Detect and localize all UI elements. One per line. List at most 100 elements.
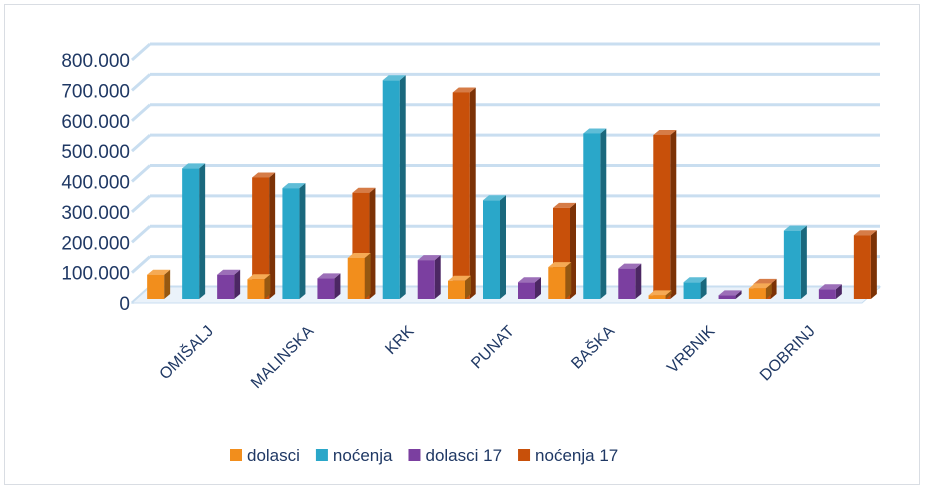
bar-top <box>818 284 842 290</box>
bar-front <box>382 80 400 299</box>
bar <box>452 87 476 299</box>
gridline-side <box>131 255 151 274</box>
bar-top <box>748 283 772 289</box>
legend-swatch <box>315 449 328 461</box>
bar-side <box>765 283 772 299</box>
bar-front <box>583 133 601 299</box>
bar-side <box>364 252 371 299</box>
bar-front <box>818 289 836 299</box>
bar-top <box>618 263 642 269</box>
bar-top <box>317 273 341 279</box>
legend-swatch <box>230 449 242 461</box>
bar-front <box>317 278 335 299</box>
bar-side <box>735 290 742 299</box>
y-tick-label: 100.000 <box>61 264 130 285</box>
bar-side <box>670 129 677 299</box>
bar-top <box>252 172 276 178</box>
bar-side <box>665 290 672 299</box>
bar <box>583 128 607 299</box>
bar-side <box>870 230 877 299</box>
bar-top <box>718 290 742 296</box>
bar-front <box>247 279 265 299</box>
legend: dolasci noćenja dolasci 17 noćenja 17 <box>230 446 618 465</box>
bar-top <box>182 163 206 169</box>
y-tick-label: 0 <box>119 294 130 315</box>
bar-front <box>683 282 701 299</box>
bar-top <box>352 187 376 193</box>
bar-top <box>247 274 271 280</box>
y-tick-label: 200.000 <box>61 233 130 254</box>
bar <box>252 172 276 299</box>
bar-front <box>252 177 270 299</box>
bar-side <box>565 262 572 299</box>
bar-side <box>469 87 476 299</box>
bar <box>182 163 206 299</box>
bar-front <box>448 280 465 299</box>
bar-front <box>648 295 666 299</box>
bar-side <box>199 163 206 299</box>
bar-top <box>282 183 306 189</box>
bar <box>683 277 707 299</box>
bar-front <box>653 134 671 299</box>
bar <box>548 262 572 299</box>
bar-top <box>683 277 707 283</box>
bar-side <box>264 274 271 299</box>
legend-label: noćenja <box>333 446 393 465</box>
bar <box>718 290 742 299</box>
bar-front <box>748 288 766 299</box>
legend-label: noćenja 17 <box>535 446 618 465</box>
bar-front <box>783 230 801 299</box>
bar-side <box>500 195 506 299</box>
bar-side <box>835 284 842 299</box>
bar-top <box>448 275 471 281</box>
bar <box>217 269 241 299</box>
bar-top <box>217 269 241 275</box>
bar-front <box>347 257 365 299</box>
bar-front <box>718 295 736 299</box>
bar-side <box>770 278 777 299</box>
bar-side <box>570 202 576 299</box>
x-tick-label: VRBNIK <box>664 323 718 377</box>
legend-label: dolasci <box>247 446 300 465</box>
bar-top <box>417 255 441 261</box>
bar-side <box>800 225 807 299</box>
gridline-side <box>131 134 151 153</box>
bar-side <box>234 269 241 299</box>
bar <box>518 277 541 299</box>
x-axis-ticks: OMIŠALJ MALINSKA KRK PUNAT BAŠKA VRBNIK DOBRIN… <box>155 321 819 392</box>
bar-top <box>648 290 672 296</box>
y-tick-label: 300.000 <box>61 203 130 224</box>
bar-top <box>147 269 171 275</box>
bar-side <box>399 75 406 299</box>
bar-side <box>600 128 607 299</box>
gridline-side <box>131 73 151 92</box>
bar <box>317 273 341 299</box>
bars <box>147 75 877 299</box>
gridline-side <box>131 225 151 244</box>
bar-side <box>635 263 642 299</box>
bar-front <box>452 92 470 299</box>
bar-front <box>483 200 500 299</box>
bar <box>818 284 842 299</box>
bar-side <box>269 172 276 299</box>
bar-top <box>653 129 677 135</box>
bar-side <box>164 269 171 299</box>
x-tick-label: KRK <box>382 323 418 359</box>
gridline-side <box>131 103 151 122</box>
bar <box>748 283 772 299</box>
gridline-side <box>131 194 151 213</box>
bar-top <box>753 278 777 284</box>
y-tick-label: 600.000 <box>61 112 130 133</box>
bar-side <box>369 187 376 299</box>
bar <box>347 252 371 299</box>
y-tick-label: 400.000 <box>61 173 130 194</box>
bar-side <box>299 183 306 299</box>
bar <box>382 75 406 299</box>
bar-front <box>853 235 871 299</box>
bar-side <box>334 273 341 299</box>
bar-front <box>518 282 535 299</box>
bar-top <box>548 262 572 268</box>
y-tick-label: 800.000 <box>61 51 130 72</box>
legend-swatch <box>408 449 421 461</box>
